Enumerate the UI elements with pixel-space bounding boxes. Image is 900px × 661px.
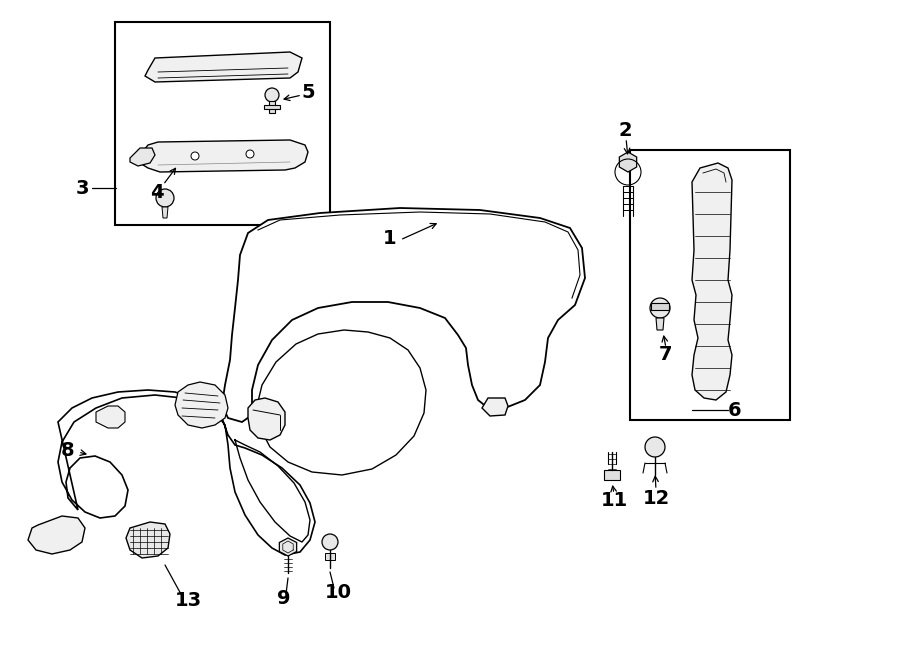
Bar [630,150,790,420]
Polygon shape [325,553,335,560]
Polygon shape [604,470,620,480]
Circle shape [156,189,174,207]
Polygon shape [145,52,302,82]
Polygon shape [28,516,85,554]
Text: 9: 9 [277,588,291,607]
Polygon shape [619,152,636,172]
Polygon shape [130,148,155,166]
Polygon shape [482,398,508,416]
Text: 6: 6 [728,401,742,420]
Polygon shape [269,101,275,113]
Polygon shape [222,208,585,422]
Polygon shape [126,522,170,558]
Polygon shape [651,303,669,310]
Polygon shape [264,105,280,109]
Text: 11: 11 [600,490,627,510]
Polygon shape [279,538,297,556]
Circle shape [191,152,199,160]
Polygon shape [656,318,664,330]
Text: 1: 1 [383,229,397,247]
Polygon shape [162,207,168,218]
Text: 10: 10 [325,582,352,602]
Polygon shape [58,390,315,555]
Text: 3: 3 [76,178,89,198]
Text: 2: 2 [618,120,632,139]
Text: 12: 12 [643,488,670,508]
Circle shape [265,88,279,102]
Circle shape [645,437,665,457]
Polygon shape [692,163,732,400]
Text: 5: 5 [302,83,315,102]
Text: 4: 4 [150,182,164,202]
Polygon shape [135,140,308,172]
Circle shape [650,298,670,318]
Circle shape [246,150,254,158]
Circle shape [322,534,338,550]
Text: 8: 8 [61,440,75,459]
Polygon shape [175,382,228,428]
Text: 7: 7 [659,346,673,364]
Polygon shape [96,406,125,428]
Text: 13: 13 [175,590,202,609]
Bar [115,22,330,225]
Polygon shape [248,398,285,440]
